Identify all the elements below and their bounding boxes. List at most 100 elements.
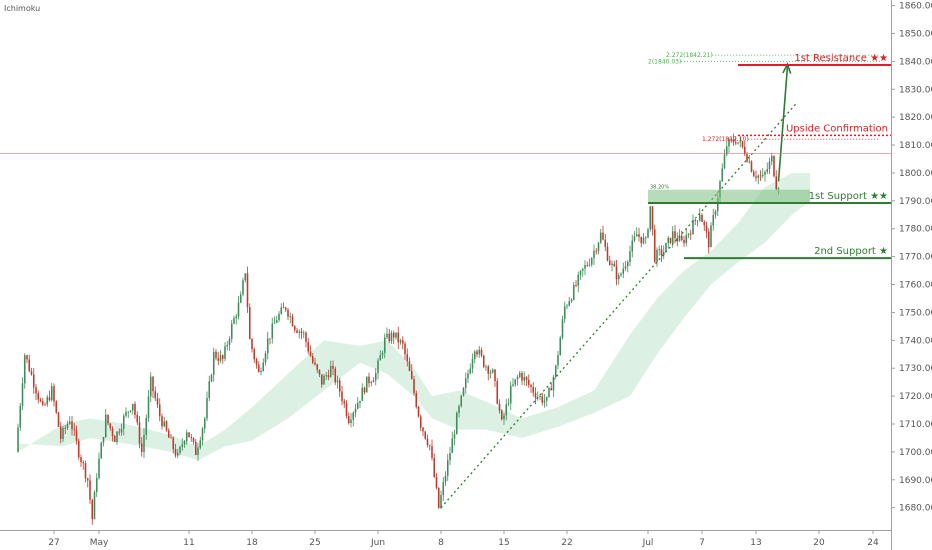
x-tick-label: 11 [183, 538, 194, 548]
candle-body [608, 260, 611, 265]
candle-body [408, 361, 411, 372]
price-axis-bg [891, 0, 932, 550]
candle-body [307, 342, 310, 352]
candle-body [590, 258, 593, 265]
candle-body [354, 408, 357, 413]
y-tick-label: 1720.00 [899, 392, 932, 402]
cloud-segment [657, 270, 684, 355]
candle-body [44, 404, 46, 406]
levels-layer: 38.20% 2.272(1842.21)2(1840.03) 1.272(1812… [0, 52, 932, 267]
candle-body [325, 375, 328, 377]
candle-body [368, 376, 370, 384]
candle-body [581, 268, 584, 271]
x-tick-label: 13 [750, 538, 761, 548]
candle-body [467, 373, 469, 379]
y-tick-label: 1810.00 [899, 141, 932, 151]
candle-body [350, 419, 352, 423]
candle-body [235, 316, 238, 319]
indicator-label: Ichimoku [4, 4, 41, 13]
candle-body [77, 440, 80, 458]
time-axis: 27 May 11 18 25 Jun 8 15 22 Jul 7 13 20 24 [0, 530, 891, 548]
candle-body [485, 366, 487, 368]
candle-body [71, 421, 73, 430]
candle-body [570, 299, 573, 302]
candle-body [170, 437, 172, 439]
candle-body [748, 161, 751, 163]
candle-body [120, 428, 123, 433]
candle-body [741, 141, 744, 147]
candle-body [32, 374, 35, 388]
candle-body [530, 384, 532, 387]
candle-body [719, 181, 721, 198]
candle-body [638, 234, 640, 237]
candle-body [406, 354, 409, 362]
candle-body [743, 146, 746, 155]
candle-body [613, 263, 616, 267]
candle-body [525, 377, 528, 381]
candle-body [143, 434, 145, 452]
level-name: 2nd Support ★ [814, 246, 888, 257]
candle-body [73, 429, 76, 431]
candle-body [419, 416, 422, 428]
candle-body [557, 355, 559, 366]
candle-body [633, 236, 636, 241]
cloud-segment [18, 424, 63, 452]
candle-body [379, 355, 382, 361]
candle-body [17, 427, 19, 452]
candle-body [19, 405, 22, 428]
candle-body [174, 448, 177, 456]
y-tick-label: 1800.00 [899, 169, 932, 179]
candle-body [210, 374, 213, 382]
candle-body [242, 280, 244, 295]
candle-body [653, 229, 656, 262]
candle-body [588, 264, 591, 266]
candle-body [147, 396, 150, 418]
candle-body [84, 463, 87, 479]
price-candles [17, 133, 780, 525]
candle-body [293, 326, 296, 331]
candle-body [251, 339, 253, 350]
candle-body [363, 387, 366, 393]
candle-body [480, 349, 483, 356]
candle-body [37, 393, 40, 400]
candle-body [473, 351, 476, 360]
arrow-shaft [777, 66, 789, 182]
candle-body [548, 388, 550, 397]
candle-body [676, 238, 679, 242]
candle-body [316, 364, 319, 370]
candle-body [658, 249, 661, 251]
candle-body [561, 319, 564, 338]
candle-body [62, 427, 64, 439]
candle-body [471, 359, 474, 369]
candle-body [462, 387, 465, 396]
candle-body [518, 373, 521, 378]
candle-body [224, 346, 226, 359]
candle-body [671, 231, 674, 243]
cloud-segment [522, 407, 558, 438]
candle-body [446, 460, 449, 476]
candle-body [113, 436, 116, 443]
candle-body [725, 146, 728, 155]
candle-body [289, 316, 292, 318]
candle-body [80, 457, 82, 463]
candle-body [255, 359, 258, 365]
candle-body [770, 156, 773, 162]
candle-body [203, 418, 206, 429]
candle-body [698, 214, 701, 221]
candle-body [374, 373, 377, 381]
candle-body [595, 250, 598, 252]
candle-body [410, 371, 413, 379]
candle-body [140, 443, 143, 452]
candle-body [165, 421, 168, 431]
candle-body [102, 437, 105, 443]
candle-body [118, 431, 121, 433]
candle-body [723, 154, 726, 169]
candle-body [131, 403, 134, 411]
candle-body [737, 142, 739, 144]
cloud-segment [198, 429, 225, 461]
candle-body [217, 358, 220, 361]
candle-body [237, 302, 240, 317]
candle-body [469, 368, 472, 374]
candle-body [739, 141, 742, 143]
y-tick-label: 1740.00 [899, 336, 932, 346]
